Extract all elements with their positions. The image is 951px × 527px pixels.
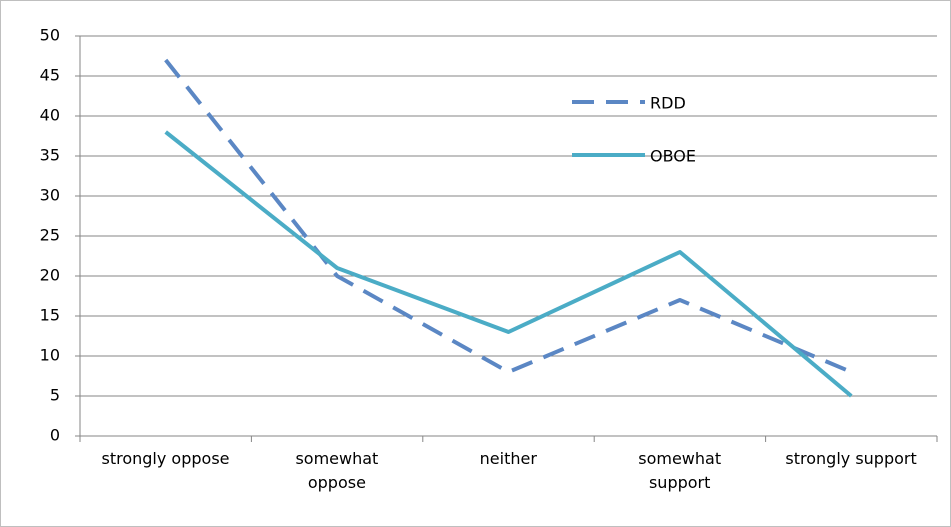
y-tick-label: 15 bbox=[40, 306, 60, 325]
y-tick-label: 20 bbox=[40, 266, 60, 285]
x-tick-label: strongly oppose bbox=[101, 449, 230, 468]
x-tick-label: somewhat support bbox=[638, 449, 722, 492]
y-tick-label: 0 bbox=[50, 426, 60, 445]
x-tick-label: neither bbox=[479, 449, 537, 468]
x-tick-label: somewhat oppose bbox=[295, 449, 379, 492]
legend-label: OBOE bbox=[650, 147, 696, 166]
x-tick-label: strongly support bbox=[785, 449, 917, 468]
legend-label: RDD bbox=[650, 94, 686, 113]
y-tick-label: 45 bbox=[40, 66, 60, 85]
series-line bbox=[164, 58, 853, 374]
y-tick-label: 10 bbox=[40, 346, 60, 365]
y-tick-label: 50 bbox=[40, 26, 60, 45]
y-tick-label: 5 bbox=[50, 386, 60, 405]
y-tick-label: 40 bbox=[40, 106, 60, 125]
y-tick-label: 25 bbox=[40, 226, 60, 245]
y-tick-label: 35 bbox=[40, 146, 60, 165]
series-line bbox=[164, 130, 853, 398]
y-tick-label: 30 bbox=[40, 186, 60, 205]
